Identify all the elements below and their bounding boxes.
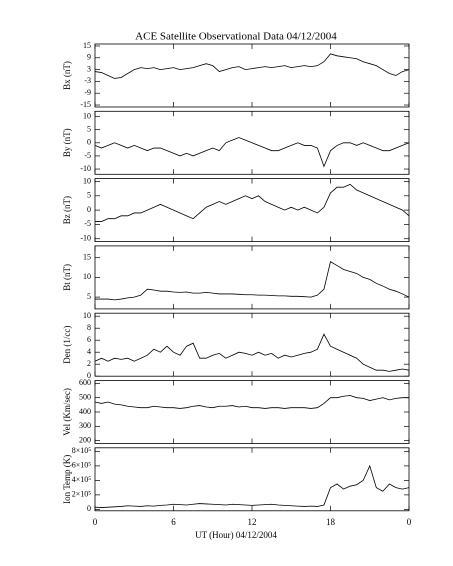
x-tick-label: 6 (171, 517, 176, 527)
y-tick-label: 10 (83, 272, 91, 281)
data-line (94, 137, 410, 168)
y-tick-label: 500 (79, 393, 91, 402)
x-tick-label: 12 (248, 517, 257, 527)
y-axis-label: By (nT) (62, 128, 72, 157)
data-line (95, 183, 410, 222)
y-tick-label: 4×10⁵ (72, 475, 92, 484)
y-tick-label: 8×10⁵ (72, 446, 92, 455)
y-tick-label: -15 (80, 100, 91, 109)
y-tick-label: 400 (79, 407, 91, 416)
x-axis-label: UT (Hour) 04/12/2004 (195, 530, 277, 540)
y-tick-label: 4 (87, 347, 91, 356)
y-axis-label: Ion Temp (K) (62, 455, 72, 504)
y-axis-label: Bz (nT) (62, 196, 72, 224)
y-tick-label: -10 (80, 234, 91, 243)
y-tick-label: -10 (80, 164, 91, 173)
y-axis-label: Bt (nT) (62, 264, 72, 291)
y-tick-label: 0 (87, 205, 91, 214)
y-axis-label: Den (1/cc) (62, 326, 72, 364)
y-tick-label: 6×10⁵ (72, 461, 92, 470)
y-tick-label: 10 (83, 311, 91, 320)
x-tick-label: 0 (407, 517, 412, 527)
x-tick-label: 0 (93, 517, 98, 527)
y-tick-label: 3 (87, 64, 91, 73)
y-tick-label: 0 (87, 504, 91, 513)
y-tick-label: 5 (87, 125, 91, 134)
data-line (95, 261, 410, 301)
data-line (94, 395, 409, 409)
y-tick-label: 600 (79, 378, 91, 387)
y-tick-label: 2 (87, 359, 91, 368)
y-tick-label: 5 (87, 292, 91, 301)
y-tick-label: -9 (84, 88, 91, 97)
chart-title: ACE Satellite Observational Data 04/12/2… (135, 31, 337, 43)
y-tick-label: 10 (83, 176, 91, 185)
y-tick-label: -5 (84, 151, 91, 160)
data-line (94, 333, 410, 372)
data-line (94, 53, 410, 79)
y-tick-label: 9 (87, 53, 91, 62)
y-tick-label: 15 (83, 41, 91, 50)
y-tick-label: 6 (87, 335, 91, 344)
y-axis-label: Bx (nT) (62, 61, 72, 90)
y-tick-label: 0 (87, 138, 91, 147)
y-tick-label: -3 (84, 76, 91, 85)
y-tick-label: 300 (79, 421, 91, 430)
y-tick-label: 0 (87, 371, 91, 380)
y-tick-label: 8 (87, 323, 91, 332)
y-tick-label: 10 (83, 111, 91, 120)
y-tick-label: 200 (79, 435, 91, 444)
data-line (94, 464, 410, 508)
y-tick-label: 2×10⁵ (72, 490, 92, 499)
y-axis-label: Vel (Km/sec) (62, 388, 72, 436)
y-tick-label: 15 (83, 253, 91, 262)
y-tick-label: -5 (84, 219, 91, 228)
x-tick-label: 18 (326, 517, 336, 527)
y-tick-label: 5 (87, 191, 91, 200)
